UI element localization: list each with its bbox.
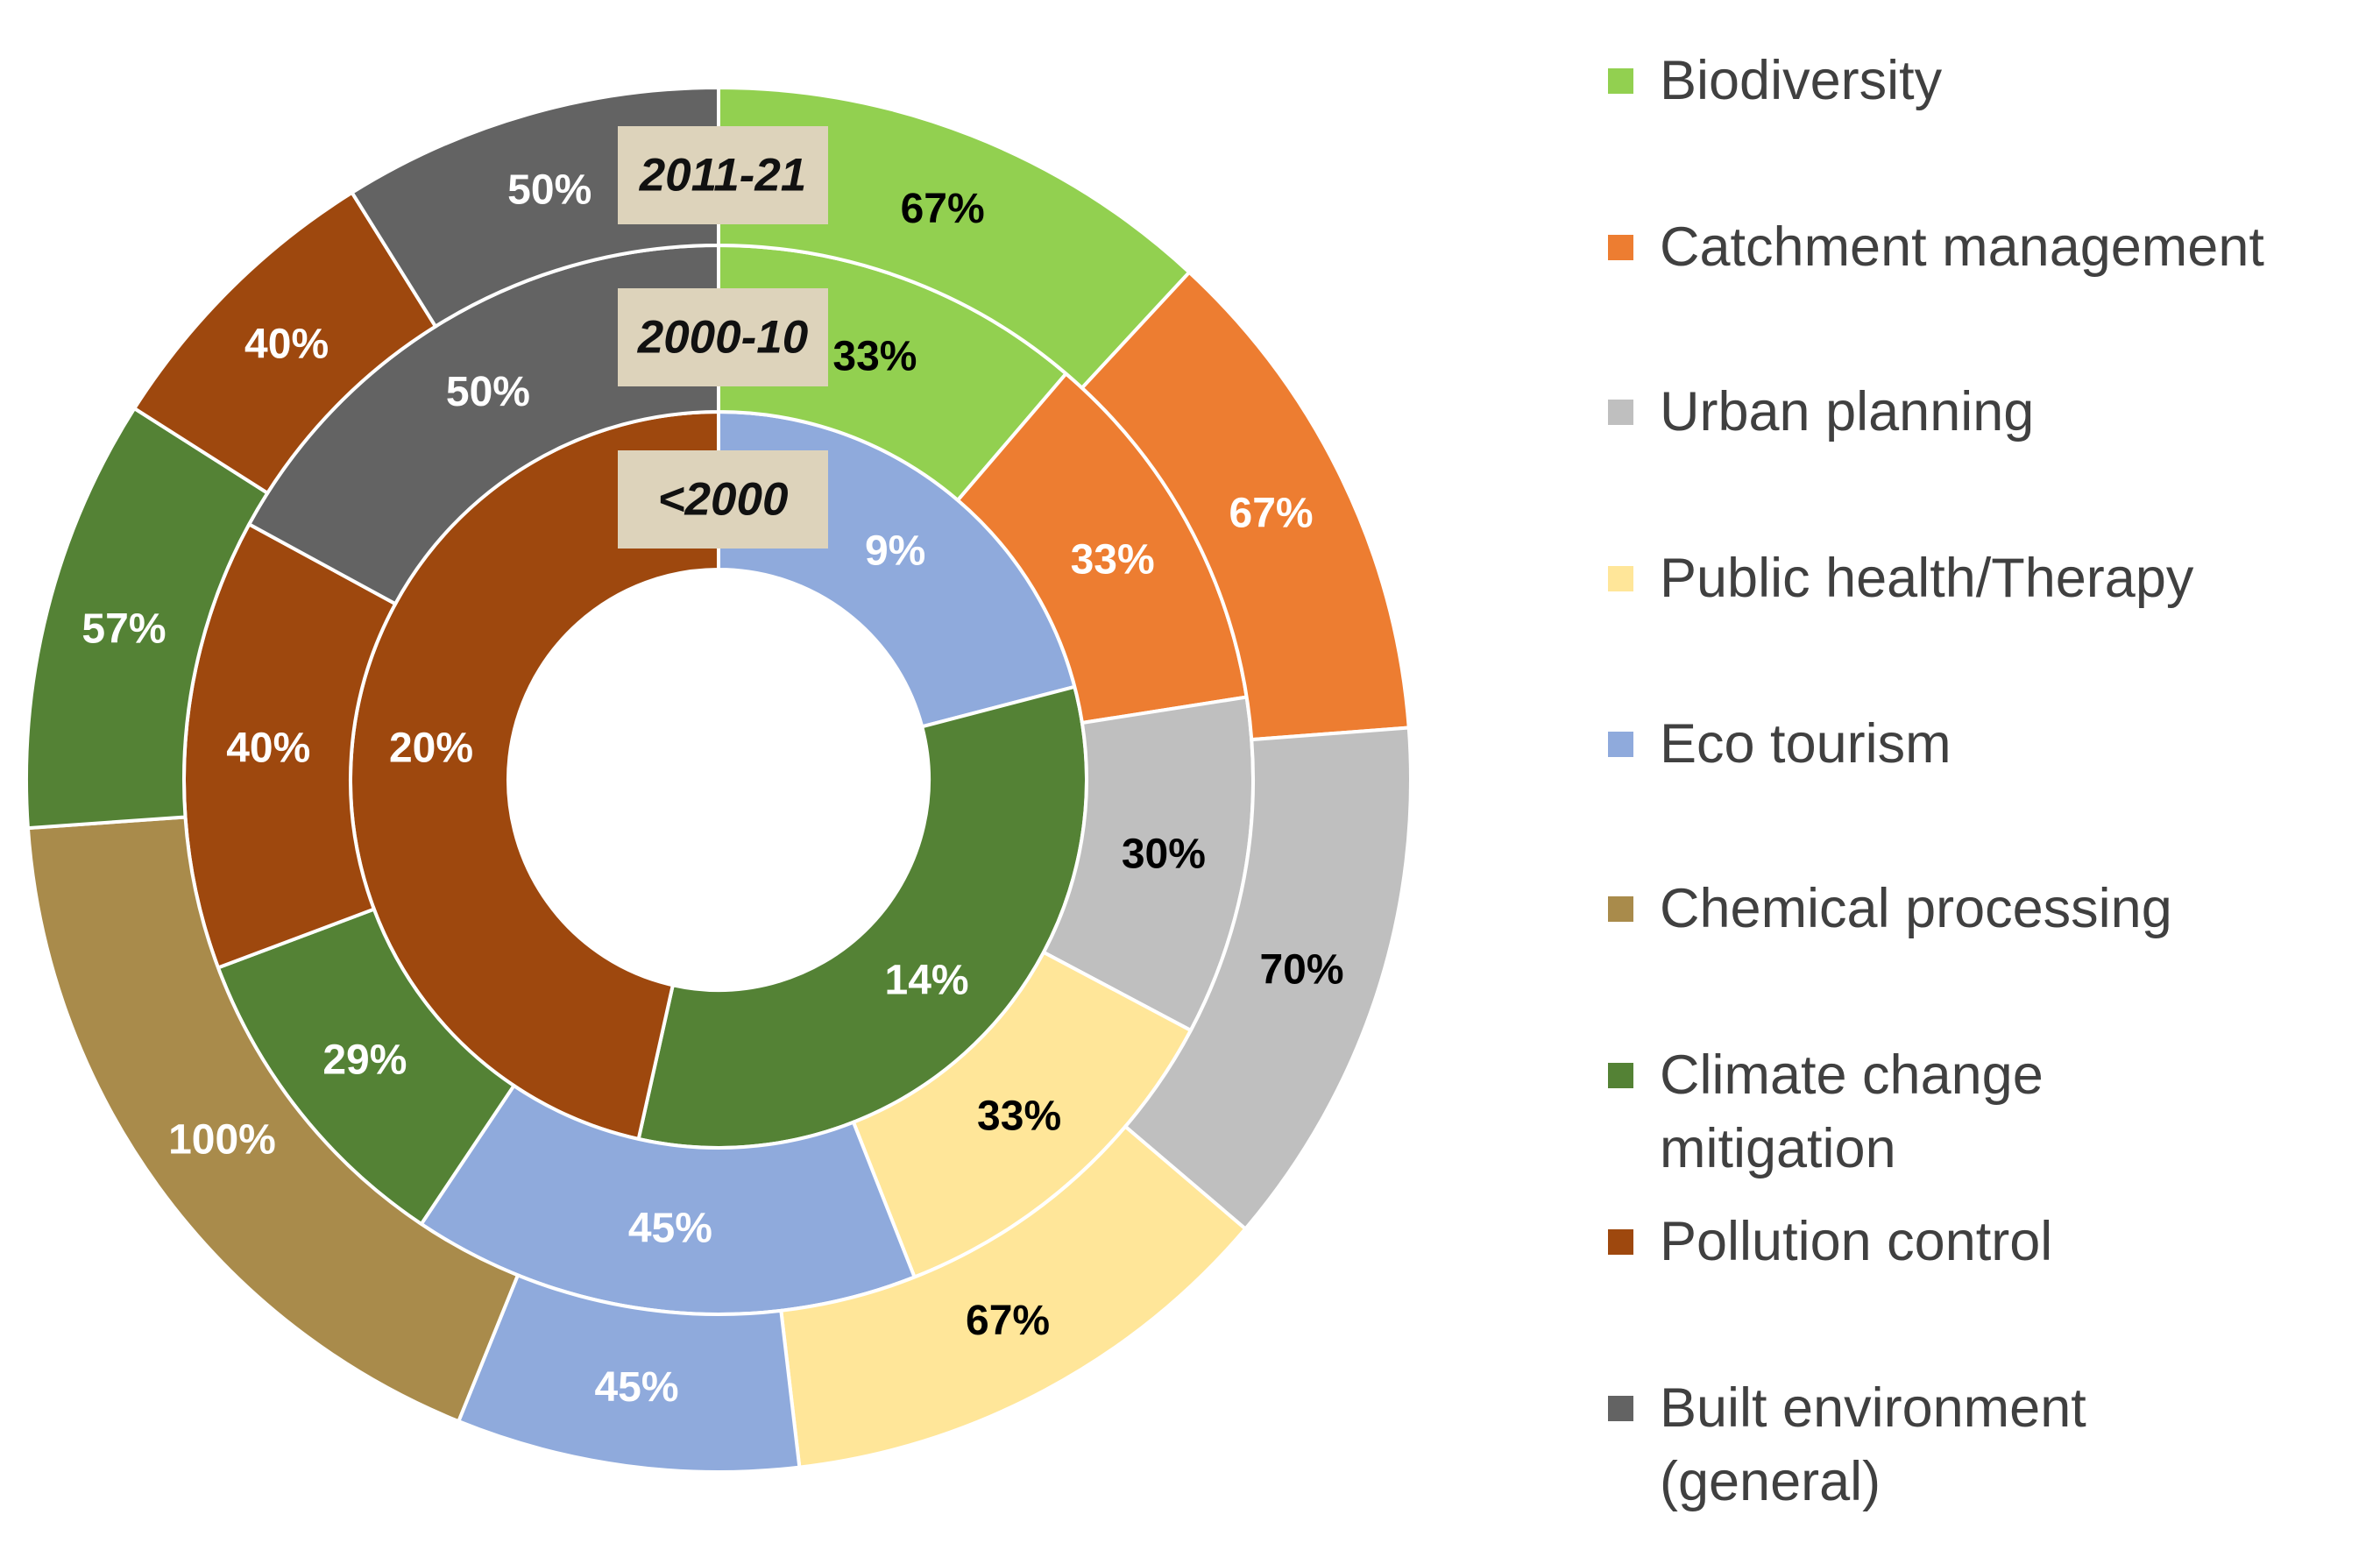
legend-label: Catchment management (1660, 216, 2264, 278)
period-label-box-2 (618, 126, 828, 224)
legend-swatch (1608, 896, 1633, 922)
legend-label: Urban planning (1660, 381, 2035, 442)
period-label-box-0 (618, 450, 828, 549)
legend-item: Climate change mitigation (1608, 1038, 2044, 1186)
slice-label-1-1: 33% (1071, 536, 1155, 583)
slice-label-2-5: 100% (168, 1117, 276, 1164)
slice-label-1-4: 45% (628, 1206, 712, 1252)
slice-label-0-0: 9% (865, 527, 925, 574)
legend-item: Pollution control (1608, 1205, 2052, 1278)
legend-swatch (1608, 1396, 1633, 1421)
slice-label-0-2: 20% (389, 725, 473, 771)
legend-swatch (1608, 566, 1633, 591)
legend-item: Catchment management (1608, 210, 2264, 284)
legend-item: Public health/Therapy (1608, 541, 2193, 615)
slice-label-1-5: 29% (322, 1037, 407, 1083)
slice-label-2-4: 45% (594, 1364, 678, 1411)
slice-label-1-7: 50% (446, 369, 530, 415)
period-label-0: <2000 (658, 474, 789, 526)
legend-label: Climate change mitigation (1660, 1044, 2044, 1179)
slice-label-2-8: 50% (507, 167, 591, 214)
period-label-2: 2011-21 (639, 150, 807, 202)
slice-label-1-6: 40% (226, 725, 310, 772)
legend-label: Public health/Therapy (1660, 548, 2194, 609)
legend-label: Built environment (general) (1660, 1377, 2086, 1512)
period-label-box-1 (618, 288, 828, 386)
slice-label-2-3: 67% (966, 1298, 1050, 1344)
period-label-1: 2000-10 (637, 312, 809, 364)
legend-item: Biodiversity (1608, 44, 1942, 117)
period-labels: <2000 2000-10 2011-21 (618, 126, 828, 549)
legend-swatch (1608, 235, 1633, 260)
slice-label-1-3: 33% (977, 1094, 1061, 1140)
legend-swatch (1608, 400, 1633, 425)
legend-label: Biodiversity (1660, 50, 1943, 111)
segments-layer (25, 85, 1413, 1474)
slice-label-2-0: 67% (901, 186, 985, 232)
legend-label: Pollution control (1660, 1211, 2053, 1272)
slice-label-0-1: 14% (885, 958, 969, 1004)
slice-label-2-2: 70% (1259, 947, 1343, 994)
legend-item: Urban planning (1608, 375, 2034, 449)
legend-swatch (1608, 1229, 1633, 1255)
legend-item: Chemical processing (1608, 872, 2172, 945)
slice-label-2-7: 40% (244, 321, 329, 367)
labels-layer: 9% 14% 20% 33% 33% 30% 33% 45% 29% 40% 50% 67% 67% 70… (81, 167, 1343, 1412)
slice-label-1-0: 33% (832, 333, 917, 379)
slice-label-1-2: 30% (1122, 832, 1206, 878)
slice-label-2-6: 57% (81, 605, 166, 652)
slice-label-2-1: 67% (1229, 491, 1314, 537)
legend-swatch (1608, 732, 1633, 757)
legend-label: Chemical processing (1660, 878, 2172, 939)
legend-item: Eco tourism (1608, 707, 1951, 781)
legend-label: Eco tourism (1660, 713, 1951, 775)
legend-item: Built environment (general) (1608, 1371, 2086, 1518)
legend-swatch (1608, 68, 1633, 94)
donut-chart: 9% 14% 20% 33% 33% 30% 33% 45% 29% 40% 50% 67% 67% 70… (25, 85, 1413, 1474)
legend-swatch (1608, 1063, 1633, 1088)
